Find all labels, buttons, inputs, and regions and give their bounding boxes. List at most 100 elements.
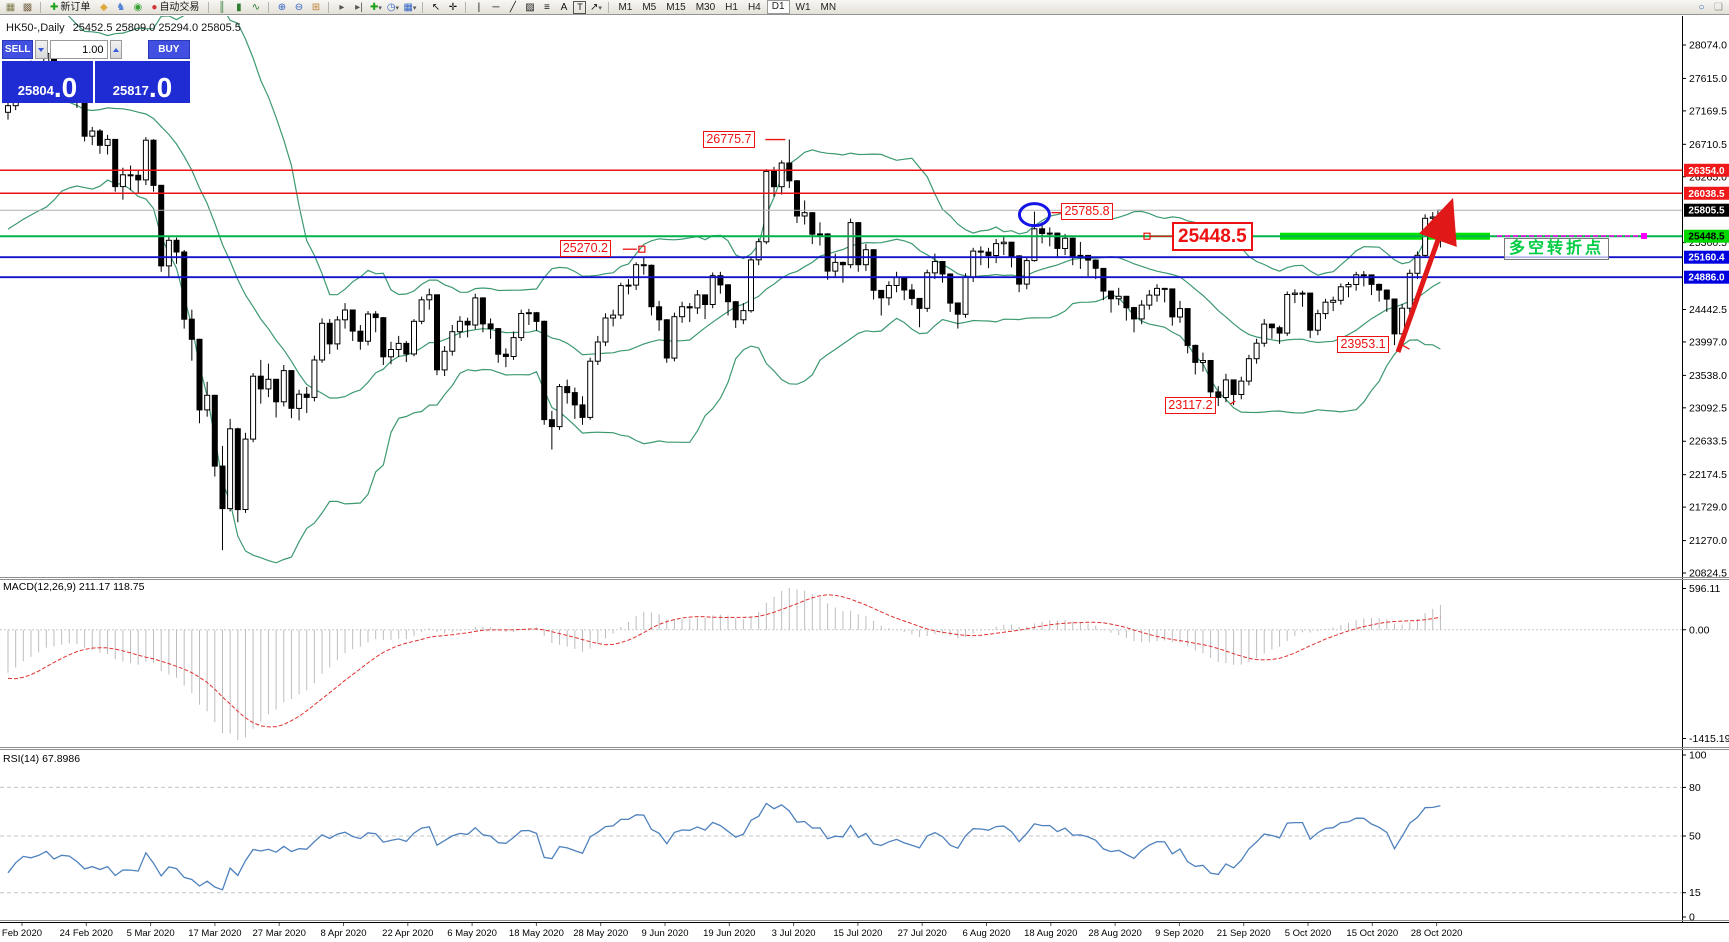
candle-body	[1200, 360, 1206, 363]
price-axis[interactable]: 28074.027615.027169.526710.526265.025360…	[1682, 16, 1729, 922]
candle-body	[119, 174, 126, 188]
autotrade-button[interactable]: ● 自动交易	[149, 1, 201, 14]
date-label: 9 Jun 2020	[641, 928, 688, 939]
volume-input[interactable]	[49, 40, 108, 59]
cursor-icon[interactable]: ↖	[431, 1, 441, 13]
line-chart-icon[interactable]: ∿	[251, 1, 261, 13]
timeframe-d1[interactable]: D1	[766, 0, 790, 14]
candle-body	[1031, 228, 1038, 262]
gold-icon[interactable]: ◆	[100, 1, 108, 13]
new-order-button[interactable]: ✚ 新订单	[48, 1, 92, 14]
main-chart-panel[interactable]	[0, 0, 1682, 564]
price-tick-label: 22633.5	[1689, 436, 1727, 448]
price-badge	[1684, 203, 1729, 217]
sell-button[interactable]: SELL	[2, 40, 34, 59]
vertical-line-icon[interactable]: |	[477, 1, 481, 13]
buy-price[interactable]: 25817.0	[95, 61, 190, 103]
auto-scroll-icon[interactable]: ▸	[339, 1, 345, 13]
candle-body	[1077, 254, 1084, 257]
timeframe-h1[interactable]: H1	[725, 1, 738, 13]
new-chart-icon[interactable]: ▦	[5, 1, 16, 13]
dropdown-arrow-icon[interactable]: ▾	[395, 4, 400, 12]
timeframe-m15[interactable]: M15	[666, 1, 686, 13]
candle-body	[1092, 259, 1099, 269]
crosshair-icon[interactable]: ✛	[448, 1, 458, 13]
toolbar-separator	[268, 1, 270, 13]
candle-chart-icon[interactable]: ▮	[236, 1, 242, 13]
highlight-circle[interactable]	[1017, 202, 1051, 228]
candle-body	[403, 342, 410, 355]
candle-body	[1039, 228, 1046, 235]
dropdown-arrow-icon[interactable]: ▾	[378, 4, 382, 12]
timeframe-h4[interactable]: H4	[747, 1, 761, 13]
candle-body	[158, 184, 165, 267]
trendline-icon[interactable]: ╱	[509, 1, 516, 13]
candle-body	[1207, 360, 1214, 393]
equidistant-channel-icon[interactable]: ▨	[525, 1, 535, 13]
candle-body	[993, 243, 1000, 257]
bar-chart-icon[interactable]: ║	[218, 1, 226, 13]
candle-body	[81, 100, 88, 137]
candle-body	[426, 294, 433, 301]
dropdown-arrow-icon[interactable]: ▾	[598, 4, 602, 12]
rsi-panel[interactable]: 100 80 50 15 0	[0, 750, 1707, 924]
candle-body	[395, 342, 402, 350]
date-label: 22 Apr 2020	[382, 928, 433, 939]
candle-body	[357, 330, 364, 342]
templates-icon[interactable]: ▦▾	[403, 1, 417, 13]
date-axis[interactable]: Feb 2020 24 Feb 2020 5 Mar 2020 17 Mar 2020…	[2, 923, 1463, 939]
annotation-connector	[1229, 400, 1236, 405]
candle-body	[1023, 260, 1030, 285]
annotation-key-level[interactable]: 25448.5	[1172, 222, 1253, 252]
timeframe-m5[interactable]: M5	[642, 1, 657, 13]
date-label: 3 Jul 2020	[772, 928, 816, 939]
trend-arrow[interactable]	[1395, 197, 1457, 353]
dropdown-arrow-icon[interactable]: ▾	[412, 4, 417, 12]
timeframe-m1[interactable]: M1	[618, 1, 633, 13]
label-icon[interactable]: T	[573, 0, 587, 14]
candle-body	[280, 370, 287, 403]
candle-body	[1230, 379, 1237, 395]
candle-body	[640, 264, 647, 267]
date-label: 18 Aug 2020	[1024, 928, 1077, 939]
indicators-icon[interactable]: ✚▾	[369, 1, 382, 13]
annotation-jun-level[interactable]: 25270.2	[559, 240, 612, 258]
chat-icon[interactable]: ❏	[1714, 1, 1723, 13]
zoom-in-icon[interactable]: ⊕	[277, 1, 287, 13]
annotation-sep-low[interactable]: 23117.2	[1165, 397, 1216, 415]
sell-price[interactable]: 25804.0	[2, 61, 93, 103]
timeframe-w1[interactable]: W1	[795, 1, 811, 13]
timeframe-mn[interactable]: MN	[820, 1, 837, 13]
candle-body	[1383, 289, 1390, 300]
volume-increase-button[interactable]	[109, 40, 122, 59]
signals-icon[interactable]: ◉	[133, 1, 143, 13]
bull-bear-turning-point-note[interactable]: 多空转折点	[1504, 238, 1610, 260]
text-icon[interactable]: A	[560, 1, 568, 13]
candle-body	[985, 251, 992, 257]
candle-body	[1314, 313, 1321, 331]
candle-body	[456, 320, 463, 333]
annotation-oct-low[interactable]: 23953.1	[1337, 336, 1389, 354]
volume-decrease-button[interactable]	[35, 40, 48, 59]
candle-body	[579, 404, 586, 418]
candle-body	[1046, 232, 1053, 235]
timeframe-m30[interactable]: M30	[695, 1, 716, 13]
candle-body	[656, 306, 663, 321]
chart-shift-icon[interactable]: ▸|	[355, 1, 363, 13]
tile-windows-icon[interactable]: ⊞	[311, 1, 321, 13]
horizontal-line-icon[interactable]: ─	[492, 1, 500, 13]
mql-community-icon[interactable]: ♞	[116, 1, 126, 13]
macd-panel[interactable]: 596.11 0.00 -1415.19	[0, 583, 1729, 745]
annotation-aug-high[interactable]: 25785.8	[1061, 202, 1113, 220]
fibonacci-icon[interactable]: ≡	[544, 1, 550, 13]
annotation-july-high[interactable]: 26775.7	[703, 130, 755, 148]
periods-icon[interactable]: ◷▾	[386, 1, 400, 13]
search-icon[interactable]: ○	[1698, 1, 1705, 13]
zoom-out-icon[interactable]: ⊖	[294, 1, 304, 13]
candle-body	[954, 302, 961, 315]
buy-button[interactable]: BUY	[147, 40, 191, 59]
shapes-icon[interactable]: ↗▾	[589, 1, 602, 13]
candle-body	[916, 297, 923, 309]
chart-profile-icon[interactable]: ▩	[22, 1, 33, 13]
